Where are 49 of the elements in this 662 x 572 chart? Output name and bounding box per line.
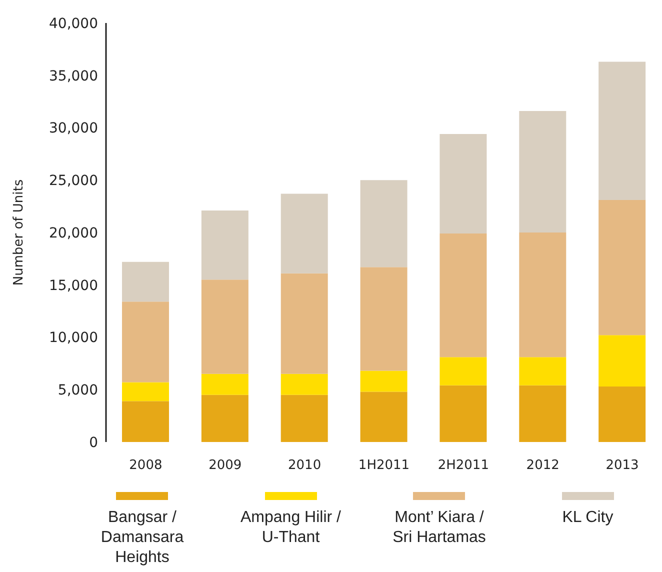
bar <box>598 62 646 200</box>
bar <box>280 273 328 374</box>
y-tick-label: 25,000 <box>49 173 98 190</box>
bar <box>201 374 248 395</box>
y-tick-label: 15,000 <box>49 278 98 294</box>
bar <box>598 200 646 336</box>
bar <box>519 385 566 442</box>
bar <box>280 194 328 274</box>
y-tick-label: 40,000 <box>49 16 98 32</box>
bar <box>280 374 328 395</box>
x-tick-label: 2012 <box>526 458 560 474</box>
x-tick-label: 2009 <box>208 458 242 474</box>
bar <box>440 357 487 386</box>
bar <box>201 280 248 374</box>
bar <box>360 267 408 371</box>
bar <box>122 401 169 442</box>
bar <box>201 210 248 280</box>
y-tick-label: 30,000 <box>49 120 98 137</box>
bar <box>519 110 566 232</box>
y-tick-label: 5,000 <box>58 382 98 399</box>
bar <box>440 385 487 442</box>
bar <box>360 370 408 392</box>
y-tick-label: 0 <box>89 434 98 451</box>
legend-label: KL City <box>562 508 614 528</box>
y-axis-title: Number of Units <box>12 179 27 286</box>
x-tick-label: 2H2011 <box>438 458 489 474</box>
y-tick-label: 20,000 <box>49 225 98 242</box>
bar <box>598 386 646 442</box>
bar <box>360 392 408 442</box>
bar <box>360 180 408 268</box>
x-tick-label: 2010 <box>288 458 322 474</box>
y-tick-label: 10,000 <box>49 330 98 346</box>
bar <box>122 262 169 302</box>
x-tick-label: 2013 <box>606 458 639 474</box>
bar <box>122 382 169 402</box>
bar <box>519 232 566 358</box>
bar <box>280 394 328 442</box>
bar <box>598 335 646 386</box>
bar <box>122 302 169 382</box>
bar <box>201 394 248 442</box>
legend-label: Mont’ Kiara / Sri Hartamas <box>392 508 487 548</box>
bar <box>519 357 566 386</box>
bar <box>440 234 487 358</box>
legend-label: Bangsar / Damansara Heights <box>100 508 185 568</box>
x-tick-label: 2008 <box>129 458 162 474</box>
x-tick-label: 1H2011 <box>358 458 410 474</box>
legend-label: Ampang Hilir / U-Thant <box>240 508 342 548</box>
bar <box>440 134 487 234</box>
y-tick-label: 35,000 <box>49 68 98 84</box>
